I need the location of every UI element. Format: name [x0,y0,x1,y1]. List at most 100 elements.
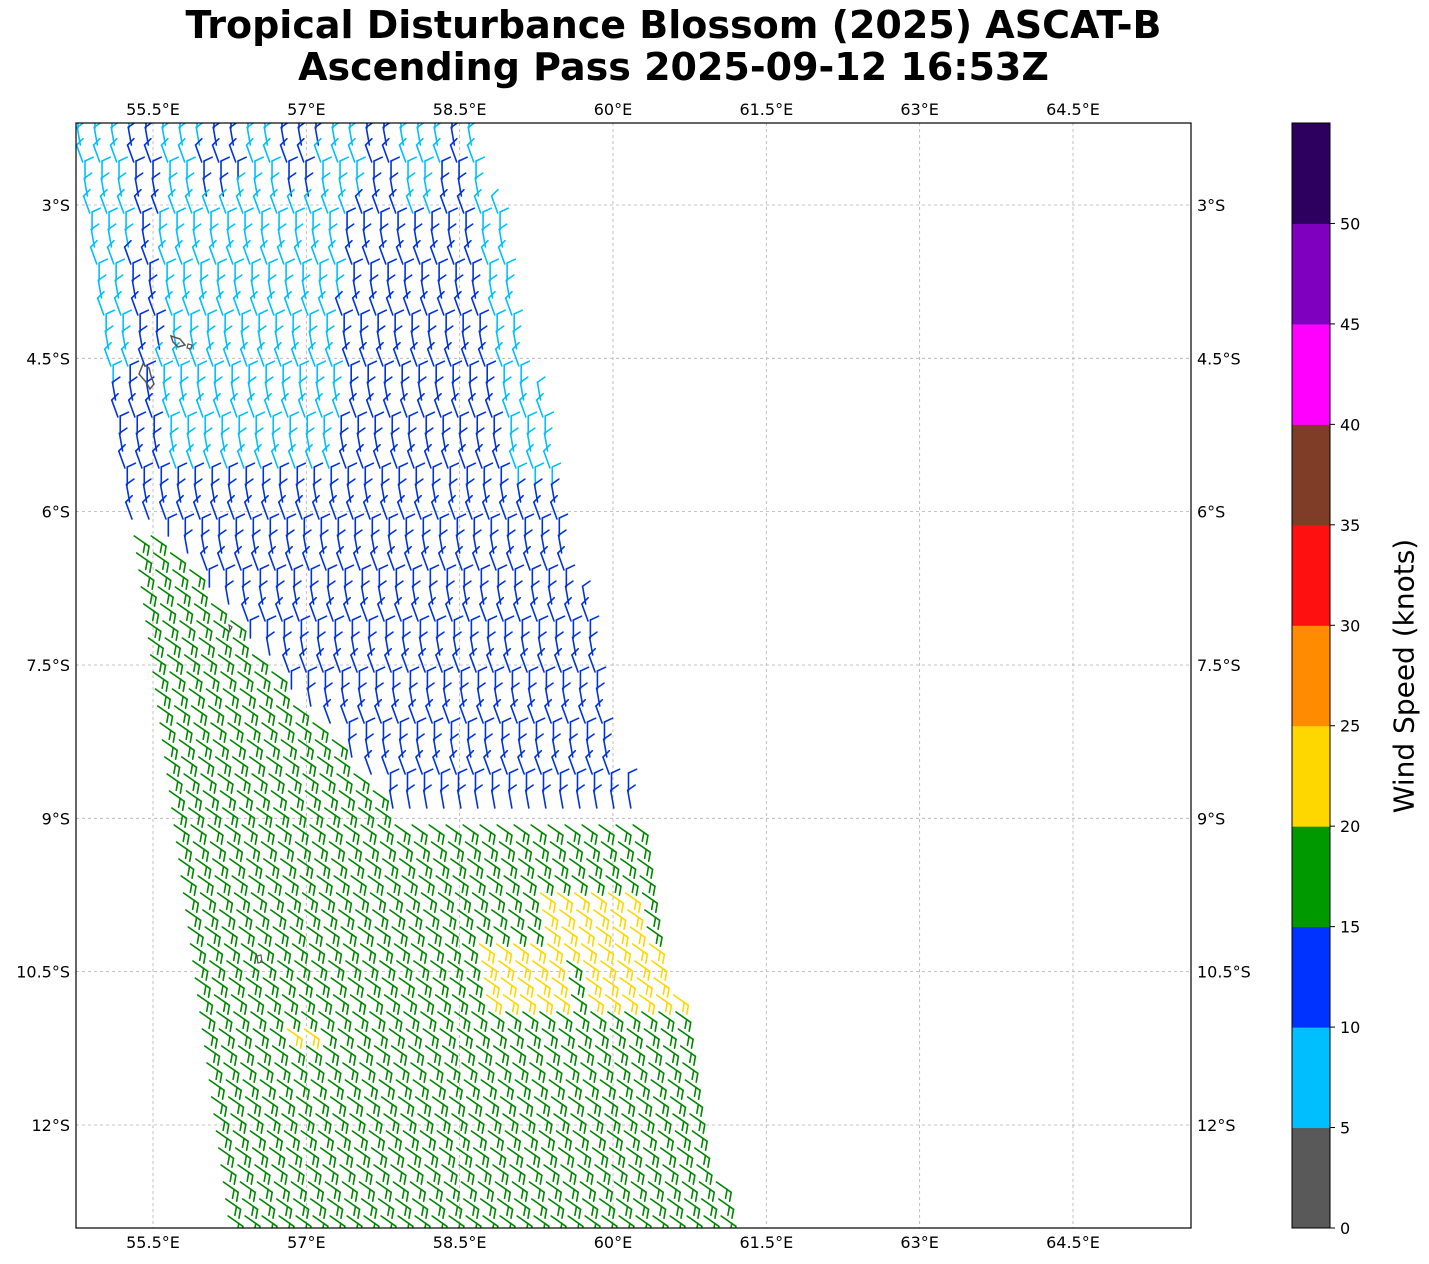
wind-barb [534,462,545,486]
wind-barb [306,411,317,435]
wind-barb [331,739,349,760]
wind-barb [584,1096,602,1117]
wind-barb [416,717,427,741]
wind-barb [552,717,563,741]
wind-barb [592,784,602,809]
wind-barb [472,1147,490,1168]
wind-barb [287,443,296,469]
wind-barb [229,392,238,418]
wind-barb [358,666,369,690]
wind-barb [693,1147,711,1168]
colorbar-frame [1291,122,1331,1229]
wind-barb [683,1198,701,1219]
wind-barb [364,977,381,998]
wind-barb [178,392,187,418]
wind-barb [194,462,205,486]
wind-barb [269,1028,286,1049]
wind-barb [357,411,368,435]
wind-barb [340,411,351,435]
wind-barb [499,1215,516,1228]
wind-barb [353,545,362,571]
wind-barb [441,1045,459,1066]
wind-barb [190,824,207,845]
wind-barb [318,892,336,913]
wind-barb [92,137,101,163]
wind-barb [600,960,617,981]
wind-barb [576,909,593,930]
wind-barb [679,1045,697,1066]
wind-barb [217,258,228,282]
wind-barb [357,698,366,724]
wind-barb [435,360,446,384]
wind-barb [370,258,381,282]
wind-barb [456,1028,473,1049]
wind-barb [234,258,245,282]
wind-barb [331,858,348,879]
wind-barb [527,411,538,435]
plot-title-line-2: Ascending Pass 2025-09-12 16:53Z [298,45,1049,89]
wind-barb [470,615,481,639]
wind-barb [720,1215,737,1228]
wind-barb [433,717,444,741]
lon-tick-label-bottom: 64.5°E [1046,1233,1100,1252]
wind-barb [305,1045,323,1066]
wind-barb [281,994,299,1015]
wind-barb [281,123,283,129]
wind-barb [293,239,302,265]
wind-barb [556,1011,573,1032]
wind-barb [245,462,256,486]
wind-barb [473,784,483,809]
wind-barb [209,960,226,981]
wind-barb [545,666,556,690]
wind-barb [381,137,390,163]
wind-barb [546,943,564,964]
wind-barb [329,1215,346,1228]
wind-barb [219,909,236,930]
wind-barb [278,494,286,520]
wind-barb [513,309,524,333]
wind-barb [365,858,382,879]
wind-barb [459,411,470,435]
wind-barb [227,494,235,520]
wind-barb [272,411,283,435]
wind-barb [506,545,515,571]
wind-barb [112,360,123,384]
wind-barb [418,360,429,384]
wind-barb [603,717,614,741]
wind-barb [187,411,198,435]
wind-barb [237,671,254,692]
wind-barb [392,341,401,367]
wind-barb [160,137,169,163]
wind-barb [239,807,256,828]
wind-barb [715,1181,732,1202]
wind-barb [453,1130,470,1151]
wind-barb [138,569,155,590]
wind-barb [481,960,498,981]
wind-barb [407,1164,424,1185]
wind-barb [208,564,219,588]
wind-barb [482,1096,500,1117]
wind-barb [328,960,345,981]
wind-barb [596,666,607,690]
wind-barb [386,1011,403,1032]
wind-barb [324,666,335,690]
wind-barb [524,784,534,809]
wind-barb [428,1198,446,1219]
colorbar-bin [1292,424,1330,526]
wind-barb [421,1147,439,1168]
wind-barb [417,123,419,129]
wind-barb [311,960,328,981]
wind-barb [559,909,576,930]
wind-barb [203,1045,221,1066]
wind-barb [486,360,497,384]
wind-barb [310,239,319,265]
wind-barb [624,1011,641,1032]
wind-barb [347,977,364,998]
lat-tick-label-left: 3°S [42,196,70,215]
wind-barb [448,494,456,520]
wind-barb [531,1079,548,1100]
wind-barb [308,943,326,964]
wind-barb [462,596,471,622]
wind-barb [475,1164,492,1185]
wind-barb [344,1079,361,1100]
